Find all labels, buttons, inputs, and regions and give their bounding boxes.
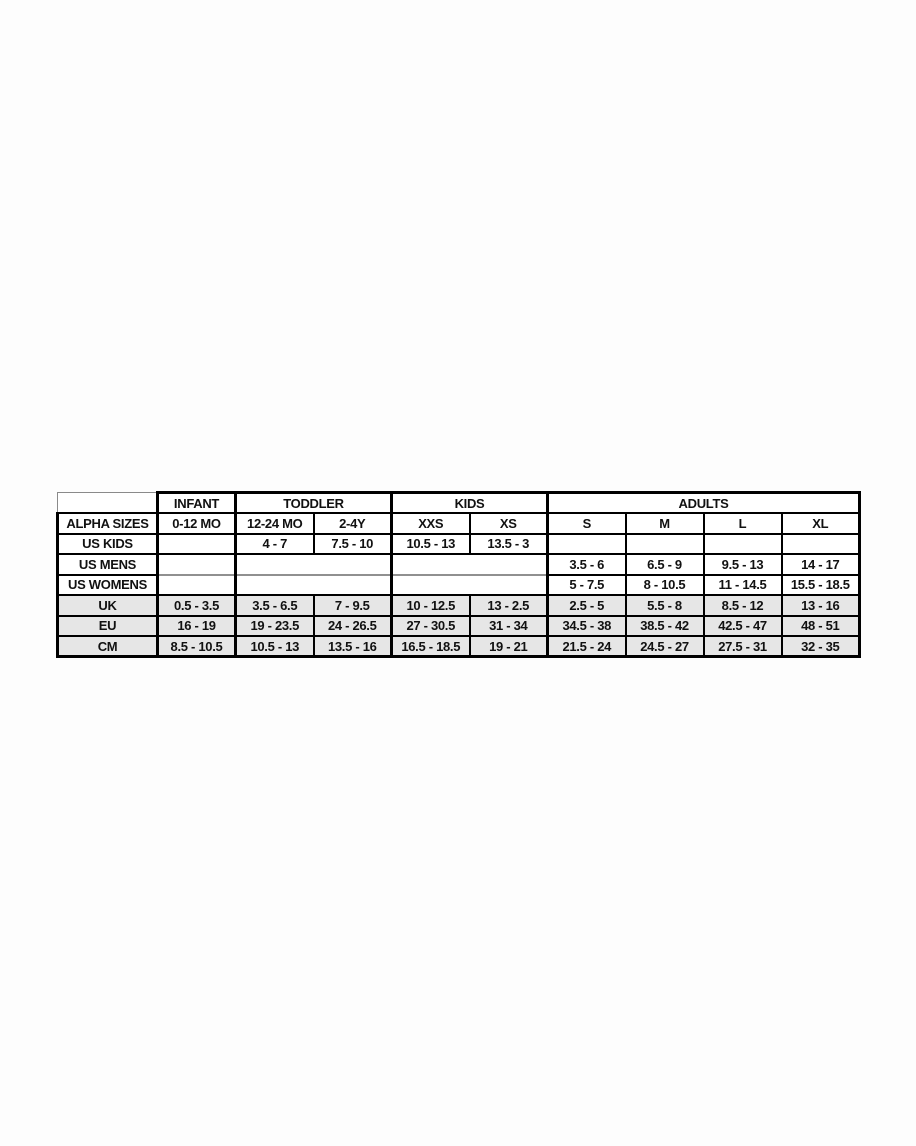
size-cell [702,532,783,555]
size-cell: 7.5 - 10 [312,532,393,555]
sock-size-chart: INFANT TODDLER KIDS ADULTS ALPHA SIZES 0… [56,491,861,658]
size-cell: 8 - 10.5 [624,573,705,596]
size-cell: 21.5 - 24 [546,635,627,658]
size-cell: 34.5 - 38 [546,614,627,637]
alpha-sizes-row: ALPHA SIZES 0-12 MO 12-24 MO 2-4Y XXS XS… [56,512,861,535]
size-cell: 38.5 - 42 [624,614,705,637]
age-group-toddler: TODDLER [234,491,393,514]
size-cell: 8.5 - 12 [702,594,783,617]
size-cell [156,532,237,555]
size-cell: 2.5 - 5 [546,594,627,617]
row-label-us-kids: US KIDS [56,532,159,555]
alpha-size-cell: 12-24 MO [234,512,315,535]
size-cell: 10.5 - 13 [390,532,471,555]
alpha-size-cell: 0-12 MO [156,512,237,535]
size-cell: 10 - 12.5 [390,594,471,617]
row-label-eu: EU [56,614,159,637]
us-mens-row: US MENS 3.5 - 6 6.5 - 9 9.5 - 13 14 - 17 [56,553,861,576]
size-cell: 27 - 30.5 [390,614,471,637]
corner-cell [57,492,159,514]
row-label-us-womens: US WOMENS [56,573,159,596]
size-cell-blank [156,573,237,596]
size-cell-blank [156,553,237,576]
row-label-alpha-sizes: ALPHA SIZES [56,512,159,535]
age-group-kids: KIDS [390,491,549,514]
size-cell: 5 - 7.5 [546,573,627,596]
size-cell: 24.5 - 27 [624,635,705,658]
size-cell: 32 - 35 [780,635,861,658]
size-cell [624,532,705,555]
cm-row: CM 8.5 - 10.5 10.5 - 13 13.5 - 16 16.5 -… [56,635,861,658]
size-cell-blank [234,573,393,596]
alpha-size-cell: L [702,512,783,535]
uk-row: UK 0.5 - 3.5 3.5 - 6.5 7 - 9.5 10 - 12.5… [56,594,861,617]
size-cell: 8.5 - 10.5 [156,635,237,658]
size-cell: 10.5 - 13 [234,635,315,658]
size-cell: 11 - 14.5 [702,573,783,596]
size-cell-blank [234,553,393,576]
size-cell [546,532,627,555]
size-cell: 7 - 9.5 [312,594,393,617]
size-cell: 19 - 23.5 [234,614,315,637]
age-group-infant: INFANT [156,491,237,514]
size-cell: 48 - 51 [780,614,861,637]
alpha-size-cell: XXS [390,512,471,535]
size-cell-blank [390,573,549,596]
alpha-size-cell: M [624,512,705,535]
row-label-cm: CM [56,635,159,658]
size-cell: 13.5 - 16 [312,635,393,658]
size-cell: 16 - 19 [156,614,237,637]
size-cell: 42.5 - 47 [702,614,783,637]
size-cell: 6.5 - 9 [624,553,705,576]
row-label-us-mens: US MENS [56,553,159,576]
us-kids-row: US KIDS 4 - 7 7.5 - 10 10.5 - 13 13.5 - … [56,532,861,555]
alpha-size-cell: XS [468,512,549,535]
size-cell: 3.5 - 6.5 [234,594,315,617]
size-cell: 27.5 - 31 [702,635,783,658]
age-group-header-row: INFANT TODDLER KIDS ADULTS [57,491,861,514]
size-cell: 5.5 - 8 [624,594,705,617]
eu-row: EU 16 - 19 19 - 23.5 24 - 26.5 27 - 30.5… [56,614,861,637]
size-cell: 13 - 16 [780,594,861,617]
size-cell: 14 - 17 [780,553,861,576]
size-cell: 3.5 - 6 [546,553,627,576]
alpha-size-cell: XL [780,512,861,535]
row-label-uk: UK [56,594,159,617]
size-cell: 4 - 7 [234,532,315,555]
size-cell: 31 - 34 [468,614,549,637]
size-chart-table: INFANT TODDLER KIDS ADULTS ALPHA SIZES 0… [56,491,861,658]
alpha-size-cell: 2-4Y [312,512,393,535]
size-cell: 13 - 2.5 [468,594,549,617]
us-womens-row: US WOMENS 5 - 7.5 8 - 10.5 11 - 14.5 15.… [56,573,861,596]
size-cell [780,532,861,555]
size-cell: 15.5 - 18.5 [780,573,861,596]
size-cell-blank [390,553,549,576]
size-cell: 9.5 - 13 [702,553,783,576]
size-cell: 13.5 - 3 [468,532,549,555]
size-cell: 24 - 26.5 [312,614,393,637]
alpha-size-cell: S [546,512,627,535]
size-cell: 16.5 - 18.5 [390,635,471,658]
size-cell: 0.5 - 3.5 [156,594,237,617]
size-cell: 19 - 21 [468,635,549,658]
age-group-adults: ADULTS [546,491,861,514]
